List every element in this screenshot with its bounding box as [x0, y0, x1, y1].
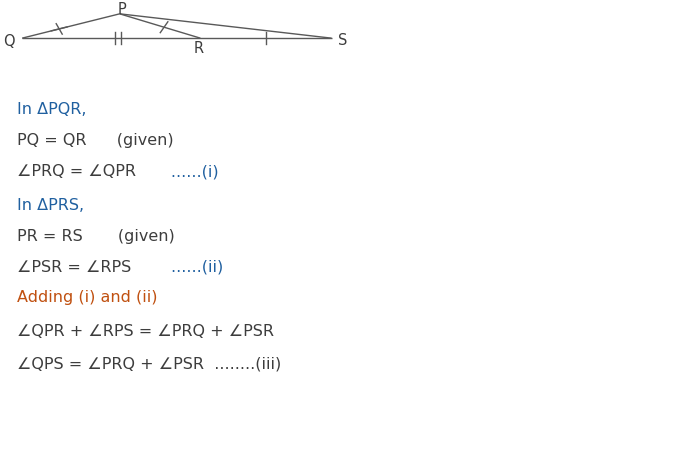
- Text: In ΔPQR,: In ΔPQR,: [17, 102, 87, 117]
- Text: ......(i): ......(i): [135, 164, 219, 179]
- Text: ......(ii): ......(ii): [130, 259, 224, 274]
- Text: PQ = QR: PQ = QR: [17, 133, 87, 148]
- Text: PR = RS: PR = RS: [17, 228, 82, 243]
- Text: Adding (i) and (ii): Adding (i) and (ii): [17, 290, 158, 305]
- Text: In ΔPRS,: In ΔPRS,: [17, 197, 84, 212]
- Text: S: S: [337, 32, 347, 47]
- Text: P: P: [118, 1, 126, 17]
- Text: ∠PSR = ∠RPS: ∠PSR = ∠RPS: [17, 259, 131, 274]
- Text: ∠PRQ = ∠QPR: ∠PRQ = ∠QPR: [17, 164, 136, 179]
- Text: ∠QPR + ∠RPS = ∠PRQ + ∠PSR: ∠QPR + ∠RPS = ∠PRQ + ∠PSR: [17, 323, 274, 338]
- Text: (given): (given): [86, 133, 174, 148]
- Text: R: R: [194, 41, 204, 56]
- Text: ∠QPS = ∠PRQ + ∠PSR  ........(iii): ∠QPS = ∠PRQ + ∠PSR ........(iii): [17, 356, 281, 371]
- Text: Q: Q: [3, 34, 14, 49]
- Text: (given): (given): [82, 228, 175, 243]
